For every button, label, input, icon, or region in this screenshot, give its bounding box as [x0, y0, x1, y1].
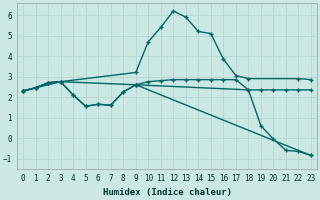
X-axis label: Humidex (Indice chaleur): Humidex (Indice chaleur): [102, 188, 232, 197]
